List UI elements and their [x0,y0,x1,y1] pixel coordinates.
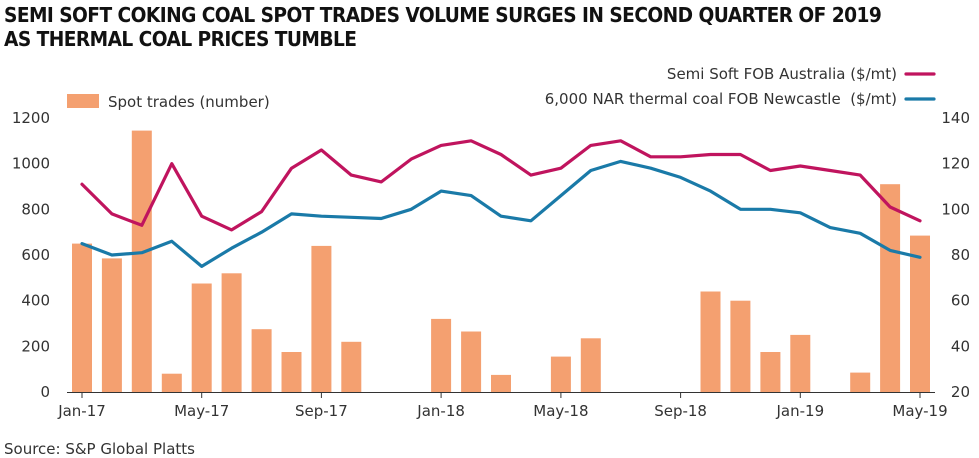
left-axis-tick-label: 800 [21,200,50,218]
bar-spot-trades-May-19 [910,235,930,392]
x-axis-tick-label: Jan-17 [57,402,106,420]
bar-spot-trades-Jan-17 [72,243,92,392]
x-axis-tick-label: Sep-18 [654,402,707,420]
thermal-coal-line [80,159,922,268]
left-axis-tick-label: 400 [21,292,50,310]
right-axis-tick-label: 100 [941,200,970,218]
bar-spot-trades-Sep-17 [311,245,332,392]
bar-spot-trades-Feb-17 [101,258,122,392]
left-axis-tick-label: 1200 [12,109,50,127]
legend-swatch-spot-trades [67,94,99,108]
right-axis-tick-label: 60 [951,292,970,310]
left-axis-tick-label: 0 [40,383,50,401]
left-axis-tick-label: 200 [21,337,50,355]
bar-spot-trades-Mar-18 [491,374,511,392]
semi-soft-line [80,139,922,232]
legend-label-thermal-coal-line: 6,000 NAR thermal coal FOB Newcastle ($/… [545,90,897,108]
right-axis-tick-label: 20 [951,383,970,401]
legend-label-spot-trades: Spot trades (number) [108,93,270,111]
bar-spot-trades-Oct-17 [341,341,362,392]
bar-spot-trades-Jun-17 [221,273,242,392]
right-axis-tick-label: 80 [951,246,970,264]
bar-spot-trades-Jun-18 [580,338,601,392]
bar-spot-trades-Jan-19 [790,334,811,392]
chart-title: SEMI SOFT COKING COAL SPOT TRADES VOLUME… [4,3,906,51]
x-axis-tick-label: May-17 [174,402,229,420]
bar-spot-trades-Apr-17 [161,373,182,392]
bar-spot-trades-Jul-17 [251,329,272,392]
bar-spot-trades-Nov-18 [730,300,751,392]
left-axis-tick-label: 1000 [12,155,50,173]
bar-spot-trades-Mar-19 [850,372,871,392]
bar-spot-trades-Dec-18 [760,352,781,392]
bar-spot-trades-May-17 [191,283,212,392]
x-axis-tick-label: Jan-18 [416,402,465,420]
x-axis-tick-label: Jan-19 [775,402,824,420]
bar-spot-trades-Apr-19 [880,184,901,392]
bar-spot-trades-Mar-17 [131,130,152,392]
x-axis-tick-label: May-19 [892,402,947,420]
chart-title-line-2: AS THERMAL COAL PRICES TUMBLE [4,27,357,51]
chart-title-line-1: SEMI SOFT COKING COAL SPOT TRADES VOLUME… [4,3,882,27]
bar-spot-trades-Jan-18 [431,318,452,392]
legend-label-semi-soft-line: Semi Soft FOB Australia ($/mt) [667,65,897,83]
source-note: Source: S&P Global Platts [4,440,195,458]
x-axis-tick-label: Sep-17 [295,402,348,420]
left-axis-tick-label: 600 [21,246,50,264]
bar-spot-trades-Aug-17 [281,352,302,392]
bar-spot-trades-Feb-18 [461,331,482,392]
right-axis-tick-label: 140 [941,109,970,127]
bar-spot-trades-May-18 [550,356,571,392]
right-axis-tick-label: 40 [951,337,970,355]
bar-spot-trades-Oct-18 [700,291,721,392]
x-axis-tick-label: May-18 [533,402,588,420]
right-axis-tick-label: 120 [941,155,970,173]
